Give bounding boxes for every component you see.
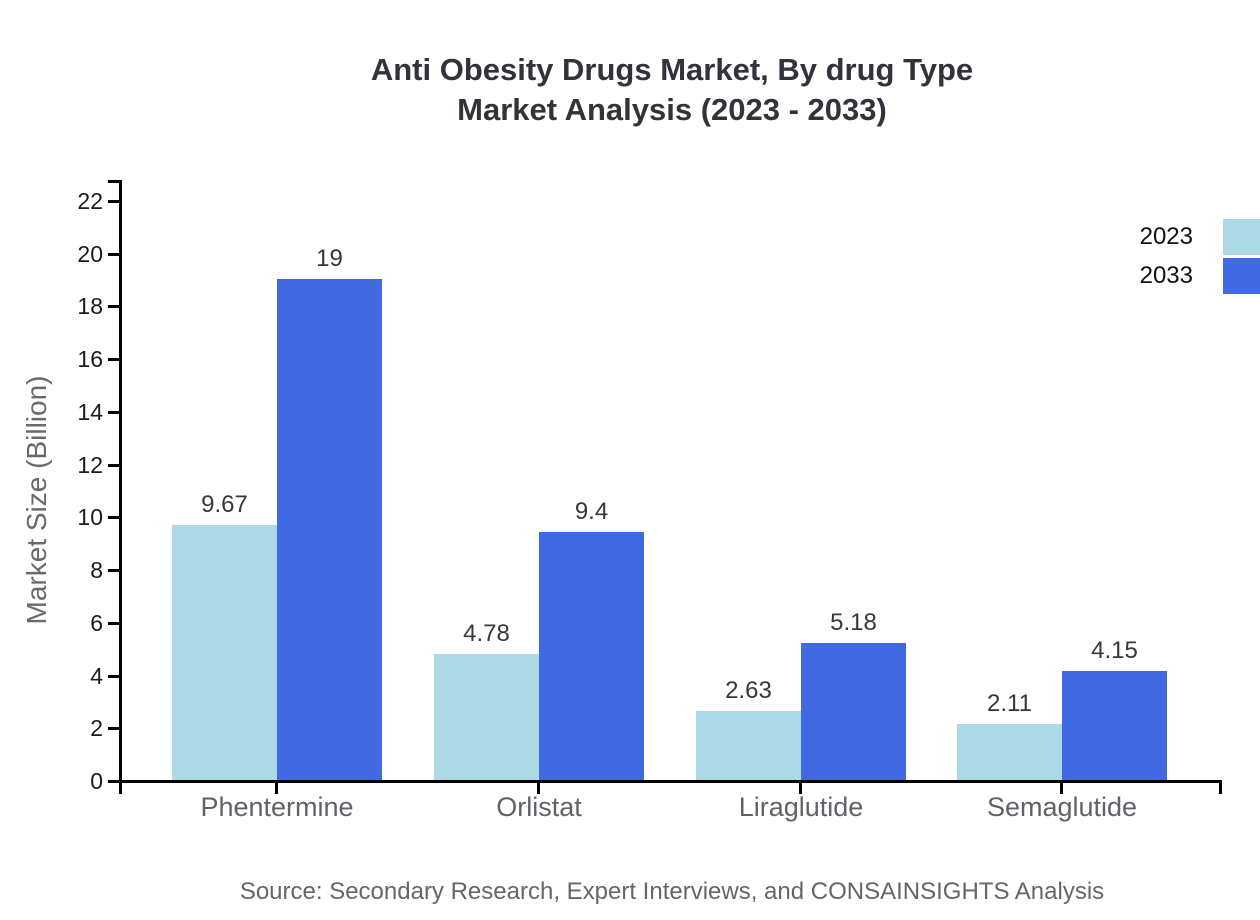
y-tick-label: 14	[77, 399, 103, 425]
y-tick-mark	[108, 358, 122, 361]
legend-label-2023: 2023	[1139, 223, 1193, 250]
y-tick-label: 16	[77, 346, 103, 372]
bar-2023-orlistat	[434, 654, 539, 780]
y-tick-label: 18	[77, 293, 103, 319]
bar-2033-orlistat	[539, 532, 644, 780]
y-tick-mark	[108, 727, 122, 730]
y-tick-mark	[108, 253, 122, 256]
bar-2033-phentermine	[277, 279, 382, 780]
y-tick-label: 2	[90, 715, 103, 741]
y-tick-label: 4	[90, 663, 103, 689]
bar-2033-semaglutide	[1062, 671, 1167, 780]
y-tick-label: 22	[77, 188, 103, 214]
category-label-liraglutide: Liraglutide	[738, 792, 864, 822]
y-tick-label: 10	[77, 504, 103, 530]
bar-2023-liraglutide	[696, 711, 801, 780]
category-label-orlistat: Orlistat	[496, 792, 582, 822]
y-tick-mark	[108, 411, 122, 414]
bar-value-label: 2.63	[725, 677, 772, 704]
y-axis-line	[119, 180, 122, 783]
chart-title-line1: Anti Obesity Drugs Market, By drug Type	[370, 52, 974, 87]
x-axis-right-end-tick	[1219, 783, 1222, 794]
bar-value-label: 5.18	[830, 609, 877, 636]
bar-value-label: 4.78	[463, 620, 510, 647]
y-tick-label: 12	[77, 452, 103, 478]
bar-value-label: 9.4	[574, 498, 609, 525]
y-tick-mark	[108, 569, 122, 572]
x-tick-mark	[1060, 783, 1063, 794]
x-tick-mark	[275, 783, 278, 794]
bar-value-label: 19	[316, 245, 343, 272]
chart-title: Anti Obesity Drugs Market, By drug Type …	[84, 50, 1260, 130]
y-tick-mark	[108, 780, 122, 783]
x-axis-left-end-tick	[119, 783, 122, 794]
y-axis-end-tick	[108, 180, 122, 183]
y-tick-mark	[108, 516, 122, 519]
y-tick-mark	[108, 675, 122, 678]
bar-value-label: 4.15	[1091, 637, 1138, 664]
y-tick-label: 0	[90, 768, 103, 794]
y-tick-label: 8	[90, 557, 103, 583]
category-label-semaglutide: Semaglutide	[986, 792, 1138, 822]
y-tick-mark	[108, 305, 122, 308]
legend-label-2033: 2033	[1139, 262, 1193, 289]
y-tick-label: 6	[90, 610, 103, 636]
y-tick-mark	[108, 622, 122, 625]
bar-value-label: 2.11	[987, 690, 1032, 717]
y-tick-label: 20	[77, 241, 103, 267]
category-label-phentermine: Phentermine	[200, 792, 354, 822]
x-axis-line	[119, 780, 1222, 783]
y-tick-mark	[108, 200, 122, 203]
legend-swatch-2023	[1223, 219, 1260, 255]
bar-2023-phentermine	[172, 525, 277, 780]
bar-value-label: 9.67	[201, 491, 248, 518]
y-tick-mark	[108, 464, 122, 467]
bar-2023-semaglutide	[957, 724, 1062, 780]
x-tick-mark	[799, 783, 802, 794]
source-note: Source: Secondary Research, Expert Inter…	[239, 878, 1105, 905]
x-tick-mark	[537, 783, 540, 794]
legend-swatch-2033	[1223, 258, 1260, 294]
chart-title-line2: Market Analysis (2023 - 2033)	[457, 92, 887, 127]
bar-2033-liraglutide	[801, 643, 906, 780]
